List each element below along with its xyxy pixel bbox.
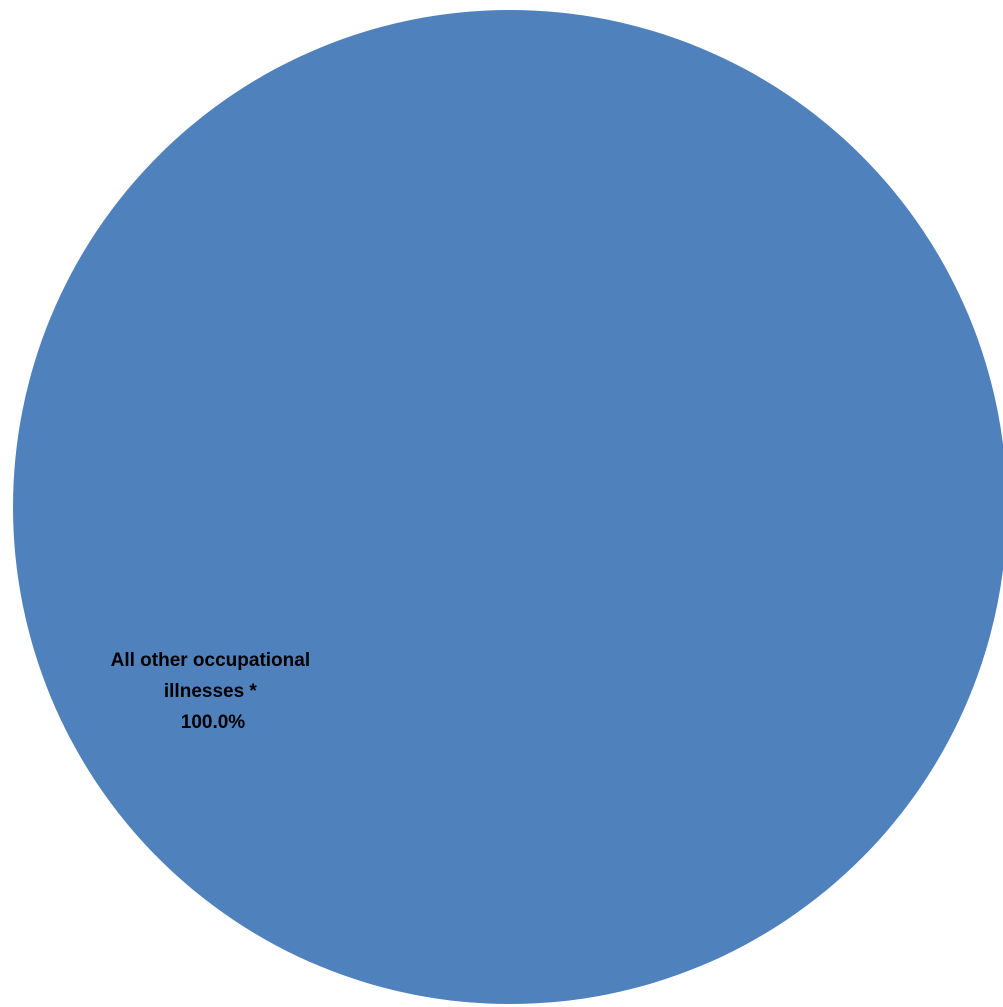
slice-label-line-1: All other occupational [111, 650, 311, 671]
pie-slice-0 [13, 10, 1003, 1004]
slice-label-line-2: illnesses * [164, 681, 258, 702]
slice-value-label: 100.0% [181, 712, 246, 733]
slice-label: All other occupational illnesses * 100.0… [111, 650, 316, 733]
pie-labels: All other occupational illnesses * 100.0… [111, 650, 316, 733]
pie-slices [13, 10, 1003, 1004]
